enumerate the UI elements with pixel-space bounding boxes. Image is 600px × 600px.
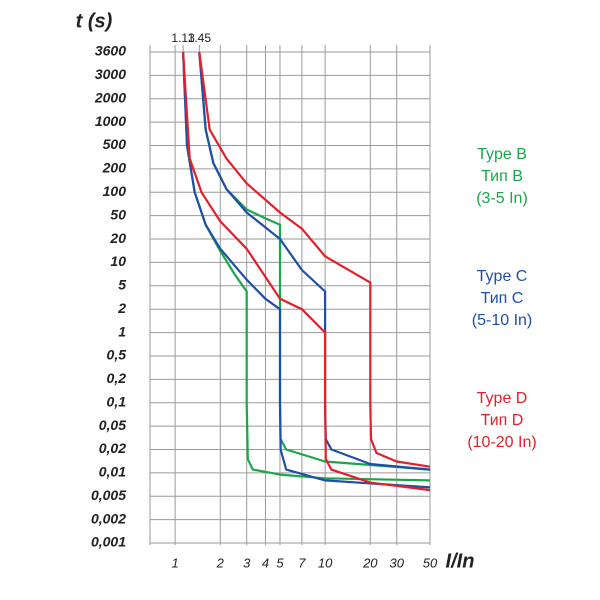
y-tick-label: 3000	[95, 66, 126, 82]
x-axis-label: I/In	[446, 550, 475, 572]
x-tick-label: 10	[318, 555, 333, 570]
x2-tick-label: 1.45	[188, 31, 212, 45]
legend-text: Type B	[477, 146, 527, 163]
legend-text: Type D	[477, 390, 528, 407]
y-tick-label: 100	[103, 183, 127, 199]
curve	[198, 51, 431, 471]
y-tick-label: 200	[102, 160, 127, 176]
y-tick-label: 1	[118, 323, 126, 339]
y-tick-label: 0,005	[91, 487, 126, 503]
x-tick-label: 1	[172, 555, 179, 570]
y-tick-label: 2000	[94, 89, 126, 105]
legend-text: Тип C	[481, 290, 524, 307]
legend-text: (5-10 In)	[472, 312, 532, 329]
x-tick-label: 2	[216, 555, 225, 570]
y-tick-label: 0,1	[107, 393, 127, 409]
y-tick-label: 5	[118, 277, 126, 293]
y-tick-label: 1000	[95, 113, 126, 129]
curve	[182, 51, 431, 489]
y-tick-label: 50	[110, 206, 126, 222]
y-axis-label: t (s)	[76, 10, 113, 32]
curve	[198, 51, 431, 471]
y-tick-label: 10	[110, 253, 126, 269]
x-tick-label: 50	[423, 555, 438, 570]
y-tick-label: 0,002	[91, 510, 126, 526]
x-tick-label: 4	[262, 555, 269, 570]
x-tick-label: 20	[362, 555, 378, 570]
x-tick-label: 30	[389, 555, 404, 570]
x-tick-label: 3	[243, 555, 251, 570]
x2-tick-label: 1.13	[171, 31, 195, 45]
y-tick-label: 20	[109, 230, 126, 246]
y-tick-label: 0,05	[99, 417, 126, 433]
y-tick-label: 0,2	[107, 370, 127, 386]
x-tick-label: 5	[276, 555, 284, 570]
legend-text: Тип B	[481, 168, 523, 185]
y-tick-label: 0,01	[99, 464, 126, 480]
legend-text: (10-20 In)	[467, 434, 536, 451]
legend-text: (3-5 In)	[476, 190, 528, 207]
legend-text: Type C	[477, 268, 528, 285]
y-tick-label: 3600	[95, 43, 126, 59]
x-tick-label: 7	[298, 555, 306, 570]
y-tick-label: 0,001	[91, 534, 126, 550]
y-tick-label: 0,5	[107, 347, 127, 363]
y-tick-label: 0,02	[99, 440, 126, 456]
y-tick-label: 2	[117, 300, 126, 316]
curve	[198, 51, 431, 468]
y-tick-label: 500	[103, 136, 127, 152]
curve	[182, 51, 431, 492]
legend-text: Тип D	[481, 412, 524, 429]
